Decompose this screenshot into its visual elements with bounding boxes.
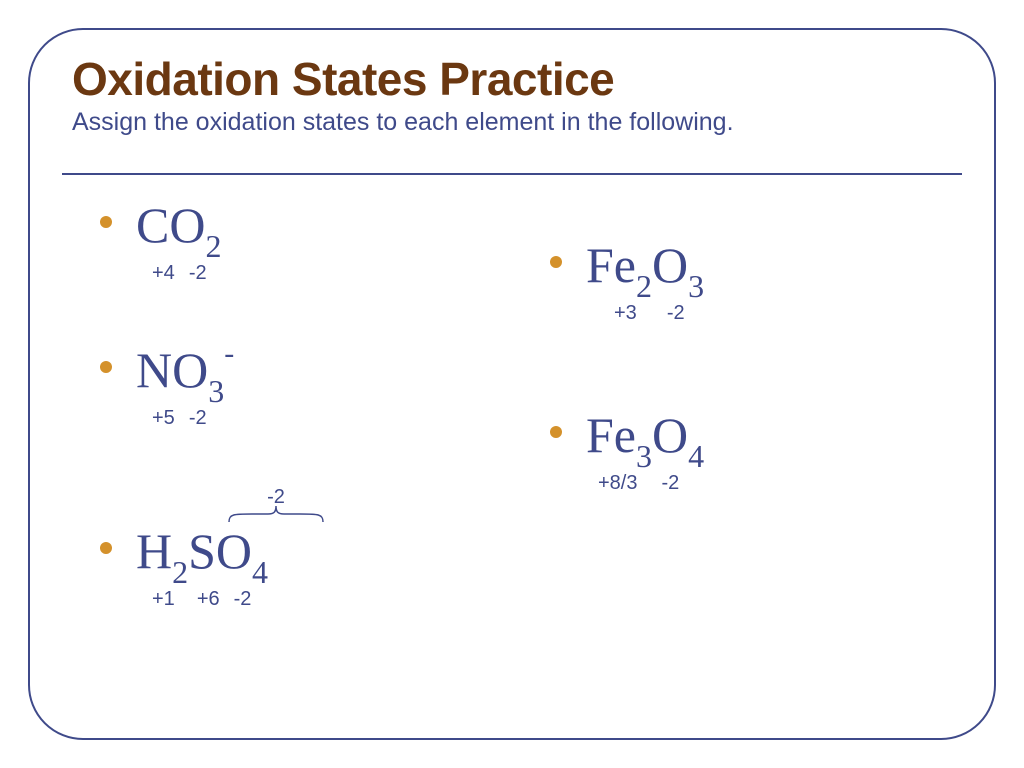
bullet-icon	[550, 256, 562, 268]
oxidation-state-value: -2	[667, 302, 685, 325]
header: Oxidation States Practice Assign the oxi…	[72, 52, 952, 137]
oxidation-state-value: -2	[189, 407, 207, 430]
content-area: CO2+4-2NO3-+5-2-2H2SO4+1+6-2 Fe2O3+3-2Fe…	[100, 200, 944, 708]
oxidation-state-value: +3	[614, 302, 637, 325]
oxidation-states: +3 -2	[586, 302, 950, 325]
chemical-formula: CO2	[136, 200, 500, 258]
chemical-formula: H2SO4	[136, 526, 500, 584]
page-subtitle: Assign the oxidation states to each elem…	[72, 108, 952, 137]
oxidation-state-value: +5	[152, 407, 175, 430]
brace-annotation: -2	[228, 486, 324, 523]
chemical-formula: Fe3O4	[586, 410, 950, 468]
list-item: CO2 +4 -2	[100, 200, 500, 285]
column-right: Fe2O3 +3 -2 Fe3O4 +8/3 -2	[550, 240, 950, 580]
oxidation-states: +1 +6 -2	[136, 588, 500, 611]
list-item: Fe3O4 +8/3 -2	[550, 410, 950, 495]
list-item: NO3- +5 -2	[100, 345, 500, 430]
oxidation-state-value: +8/3	[598, 472, 637, 495]
chemical-formula: NO3-	[136, 345, 500, 403]
oxidation-state-value: -2	[189, 262, 207, 285]
header-divider	[62, 173, 962, 175]
oxidation-states: +4 -2	[136, 262, 500, 285]
column-left: CO2+4-2NO3-+5-2-2H2SO4+1+6-2	[100, 200, 500, 671]
oxidation-states: +5 -2	[136, 407, 500, 430]
oxidation-state-value: +4	[152, 262, 175, 285]
bullet-icon	[100, 361, 112, 373]
page-title: Oxidation States Practice	[72, 52, 952, 106]
bullet-icon	[550, 426, 562, 438]
brace-icon	[228, 505, 324, 523]
oxidation-state-value: +1	[152, 588, 175, 611]
list-item: Fe2O3 +3 -2	[550, 240, 950, 325]
oxidation-state-value: +6	[197, 588, 220, 611]
oxidation-state-value: -2	[234, 588, 252, 611]
list-item: -2 H2SO4 +1 +6 -2	[100, 490, 500, 611]
oxidation-states: +8/3 -2	[586, 472, 950, 495]
chemical-formula: Fe2O3	[586, 240, 950, 298]
oxidation-state-value: -2	[661, 472, 679, 495]
bullet-icon	[100, 216, 112, 228]
bullet-icon	[100, 542, 112, 554]
